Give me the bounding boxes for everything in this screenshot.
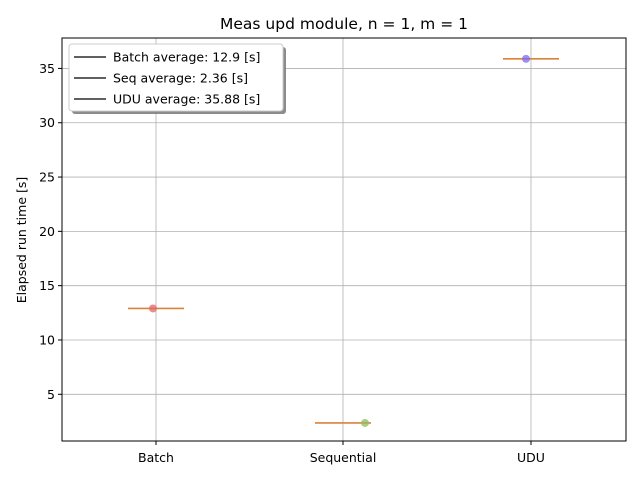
chart-title: Meas upd module, n = 1, m = 1 — [220, 15, 468, 33]
data-point-sequential — [361, 418, 369, 427]
y-tick-label: 10 — [39, 332, 55, 347]
data-points — [149, 54, 530, 427]
legend-entry-batch: Batch average: 12.9 [s] — [113, 50, 260, 65]
y-tick-label: 25 — [39, 170, 55, 185]
x-tick-label: Sequential — [310, 450, 377, 465]
y-tick-label: 5 — [47, 387, 55, 402]
x-tick-label: Batch — [138, 450, 174, 465]
y-tick-label: 35 — [39, 61, 55, 76]
y-axis-ticks: 5 10 15 20 25 30 35 — [39, 61, 62, 402]
y-tick-label: 15 — [39, 278, 55, 293]
y-tick-label: 20 — [39, 224, 55, 239]
data-point-udu — [522, 54, 530, 63]
x-tick-label: UDU — [517, 450, 545, 465]
data-point-batch — [149, 304, 157, 313]
y-axis-label: Elapsed run time [s] — [14, 177, 29, 304]
legend: Batch average: 12.9 [s] Seq average: 2.3… — [68, 43, 286, 114]
plot-frame — [61, 37, 627, 442]
legend-entry-udu: UDU average: 35.88 [s] — [113, 92, 260, 107]
x-axis-ticks: Batch Sequential UDU — [138, 441, 545, 465]
y-tick-label: 30 — [39, 115, 55, 130]
legend-entry-seq: Seq average: 2.36 [s] — [113, 71, 248, 86]
legend-box — [68, 43, 284, 112]
